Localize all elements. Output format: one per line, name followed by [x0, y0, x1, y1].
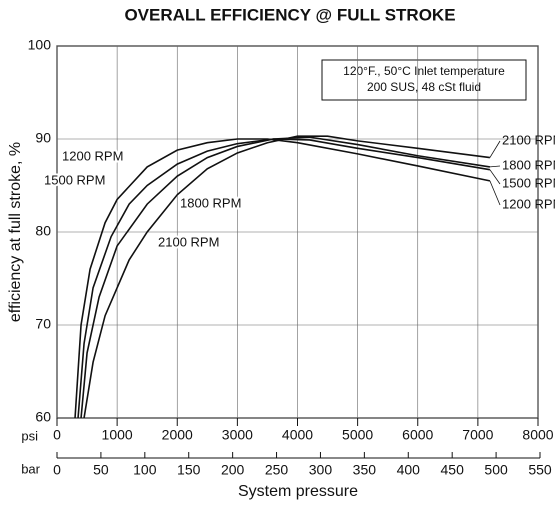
x-tick-label: 6000	[402, 427, 433, 443]
legend-label: 1800 RPM	[502, 157, 555, 172]
x-tick-label: 1000	[102, 427, 133, 443]
x-tick-label: 7000	[462, 427, 493, 443]
x-tick-label: 2000	[162, 427, 193, 443]
x2-tick-label: 300	[309, 462, 333, 478]
x-tick-label: 3000	[222, 427, 253, 443]
leader-line	[489, 180, 501, 206]
curve	[74, 138, 491, 418]
y-tick-label: 60	[35, 409, 51, 425]
x2-tick-label: 100	[133, 462, 157, 478]
series-label: 1800 RPM	[180, 195, 241, 210]
x2-tick-label: 550	[528, 462, 552, 478]
x2-tick-label: 150	[177, 462, 201, 478]
y-tick-label: 90	[35, 130, 51, 146]
annotation-box	[321, 59, 527, 101]
curve	[80, 136, 491, 418]
annotation: 120°F., 50°C Inlet temperature	[343, 64, 505, 78]
chart-title: OVERALL EFFICIENCY @ FULL STROKE	[124, 5, 455, 24]
x-tick-label: 4000	[282, 427, 313, 443]
x-unit: psi	[21, 428, 38, 443]
legend-label: 2100 RPM	[502, 132, 555, 147]
annotation: 200 SUS, 48 cSt fluid	[367, 80, 481, 94]
curve	[77, 138, 491, 418]
x2-tick-label: 350	[353, 462, 377, 478]
series-label: 1200 RPM	[62, 148, 123, 163]
x-tick-label: 0	[53, 427, 61, 443]
y-tick-label: 100	[28, 37, 52, 53]
x-tick-label: 5000	[342, 427, 373, 443]
y-axis-label: efficiency at full stroke, %	[7, 142, 24, 322]
x2-unit: bar	[21, 461, 40, 476]
series-label: 2100 RPM	[158, 234, 219, 249]
x2-tick-label: 200	[221, 462, 245, 478]
leader-line	[489, 169, 501, 185]
x-axis-label: System pressure	[238, 483, 358, 500]
legend-label: 1500 RPM	[502, 175, 555, 190]
x2-tick-label: 0	[53, 462, 61, 478]
x2-tick-label: 250	[265, 462, 289, 478]
y-tick-label: 80	[35, 223, 51, 239]
legend-label: 1200 RPM	[502, 196, 555, 211]
y-tick-label: 70	[35, 316, 51, 332]
x2-tick-label: 50	[93, 462, 109, 478]
x2-tick-label: 400	[397, 462, 421, 478]
leader-line	[489, 140, 501, 158]
x2-tick-label: 500	[484, 462, 508, 478]
leader-line	[489, 165, 501, 168]
series-label: 1500 RPM	[44, 172, 105, 187]
x2-tick-label: 450	[441, 462, 465, 478]
curve	[83, 135, 491, 418]
x-tick-label: 8000	[522, 427, 553, 443]
